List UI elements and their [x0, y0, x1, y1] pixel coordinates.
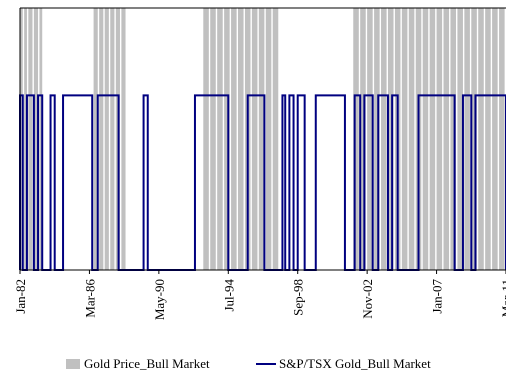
x-tick-label: Sep-98 — [291, 279, 306, 316]
gold-bull-bar — [443, 8, 450, 270]
gold-bull-bar — [457, 8, 463, 270]
gold-bull-bar — [33, 8, 39, 270]
gold-bull-bar — [381, 8, 387, 270]
gold-bull-bar — [210, 8, 216, 270]
gold-bull-bar — [121, 8, 126, 270]
gold-bull-bar — [20, 8, 23, 270]
gold-bull-bar — [24, 8, 27, 270]
gold-bull-bar — [422, 8, 429, 270]
gold-bull-bar — [360, 8, 366, 270]
x-tick-label: May-90 — [152, 279, 167, 320]
x-axis-ticks: Jan-82 Mar-86 May-90 Jul-94 Sep-98 Nov-02 Jan-… — [13, 270, 506, 320]
gold-bull-periods — [20, 8, 505, 270]
axes — [19, 7, 506, 271]
gold-bull-bar — [471, 8, 477, 270]
gold-bull-bar — [203, 8, 209, 270]
gold-bull-bar — [28, 8, 33, 270]
gold-bull-bar — [258, 8, 265, 270]
gold-bull-bar — [231, 8, 237, 270]
gold-bull-bar — [272, 8, 279, 270]
gold-bull-bar — [238, 8, 244, 270]
gold-bull-bar — [401, 8, 408, 270]
gold-bull-bar — [110, 8, 115, 270]
legend-label-tsx: S&P/TSX Gold_Bull Market — [279, 356, 431, 371]
gold-bull-bar — [104, 8, 109, 270]
legend: Gold Price_Bull Market S&P/TSX Gold_Bull … — [66, 356, 431, 371]
gold-bull-bar — [436, 8, 443, 270]
x-tick-label: Jan-82 — [13, 279, 28, 314]
x-tick-label: Mar-86 — [82, 279, 97, 318]
gold-bull-bar — [224, 8, 230, 270]
gold-bull-bar — [499, 8, 505, 270]
legend-label-gold: Gold Price_Bull Market — [84, 356, 210, 371]
gold-bull-bar — [251, 8, 258, 270]
gold-bull-bar — [478, 8, 484, 270]
x-tick-label: Jul-94 — [221, 279, 236, 312]
x-tick-label: Mar-11 — [499, 279, 506, 317]
gold-bull-bar — [485, 8, 491, 270]
gold-bull-bar — [492, 8, 498, 270]
gold-bull-bar — [450, 8, 457, 270]
gold-bull-bar — [99, 8, 104, 270]
gold-bull-bar — [408, 8, 415, 270]
gold-bull-bar — [367, 8, 373, 270]
gold-bull-bar — [374, 8, 380, 270]
gold-bull-bar — [217, 8, 223, 270]
legend-swatch-gold — [66, 359, 80, 369]
gold-bull-bar — [93, 8, 98, 270]
gold-bull-bar — [353, 8, 359, 270]
gold-bull-bar — [39, 8, 43, 270]
x-tick-label: Nov-02 — [360, 279, 375, 319]
x-tick-label: Jan-07 — [430, 279, 445, 314]
gold-bull-bar — [387, 8, 394, 270]
gold-bull-bar — [265, 8, 272, 270]
gold-bull-bar — [429, 8, 436, 270]
gold-bull-bar — [464, 8, 470, 270]
